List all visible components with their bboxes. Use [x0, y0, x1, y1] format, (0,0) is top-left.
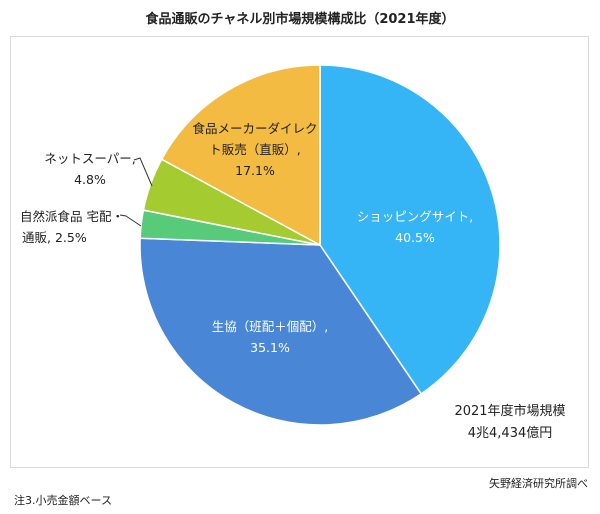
slice-label-shopping: ショッピングサイト, 40.5% — [355, 206, 475, 248]
market-size-label: 2021年度市場規模 — [454, 404, 566, 419]
pie-slice-4 — [160, 64, 321, 247]
slice-label-natural-value: 通販, 2.5% — [22, 230, 87, 245]
pie-slice-0 — [319, 64, 501, 395]
slice-label-netsuper-value: 4.8% — [74, 172, 106, 187]
pie-slice-1 — [139, 237, 423, 426]
slice-label-shopping-name: ショッピングサイト, — [356, 209, 474, 224]
source-note: 矢野経済研究所調べ — [489, 477, 588, 490]
chart-frame — [10, 36, 589, 468]
slice-label-natural-name: 自然派食品 宅配・ — [20, 209, 124, 224]
market-size-value: 4兆4,434億円 — [467, 426, 553, 441]
slice-label-shopping-value: 40.5% — [395, 230, 435, 245]
leader-line-netsuper — [133, 157, 153, 187]
slice-label-netsuper: ネットスーパー, 4.8% — [40, 148, 140, 190]
slice-label-maker-name1: 食品メーカーダイレク — [192, 121, 318, 136]
market-size-annotation: 2021年度市場規模 4兆4,434億円 — [440, 401, 580, 445]
chart-title: 食品通販のチャネル別市場規模構成比（2021年度） — [145, 12, 455, 27]
slice-label-coop: 生協（班配＋個配）, 35.1% — [190, 316, 350, 358]
leader-line-natural — [119, 214, 142, 227]
slice-label-maker: 食品メーカーダイレク ト販売（直販）, 17.1% — [190, 118, 320, 181]
slice-label-coop-name: 生協（班配＋個配）, — [211, 319, 329, 334]
slice-label-natural: 自然派食品 宅配・ 通販, 2.5% — [12, 206, 132, 248]
slice-label-netsuper-name: ネットスーパー, — [44, 151, 136, 166]
slice-label-maker-value: 17.1% — [235, 163, 275, 178]
slice-label-coop-value: 35.1% — [250, 340, 290, 355]
slice-label-maker-name2: ト販売（直販）, — [209, 142, 301, 157]
footnote: 注3.小売金額ベース — [14, 494, 112, 507]
